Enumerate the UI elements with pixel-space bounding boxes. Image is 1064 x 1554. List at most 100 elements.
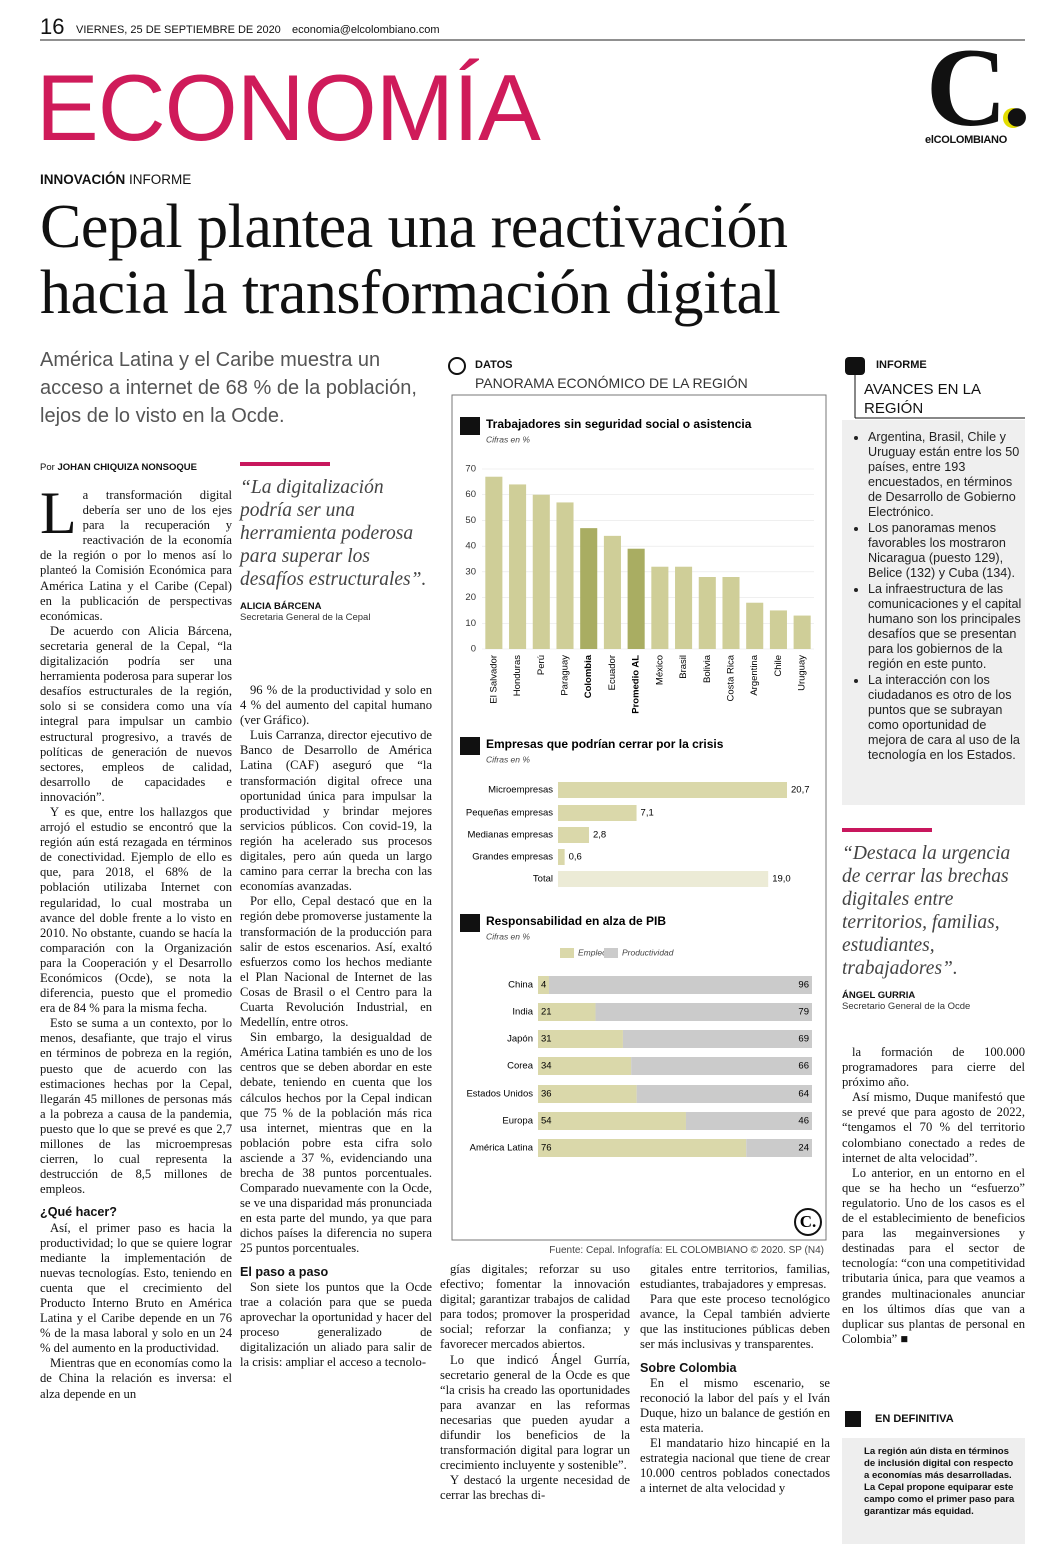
paragraph: Y es que, entre los hallazgos que arrojó…: [40, 804, 232, 1016]
article-column: la formación de 100.000 programadores pa…: [842, 1045, 1025, 1397]
subheading: ¿Qué hacer?: [40, 1205, 117, 1220]
y-tick-label: 60: [465, 489, 476, 500]
bar: [558, 782, 787, 798]
paragraph: gías digitales; reforzar su uso efectivo…: [440, 1262, 630, 1352]
bar: [558, 849, 565, 865]
article-column: 96 % de la productividad y solo en 4 % d…: [240, 683, 432, 1546]
bar: [627, 548, 645, 649]
category-label: Europa: [502, 1116, 533, 1127]
summary-icon: [845, 1411, 861, 1427]
bar-segment: [685, 1112, 812, 1130]
x-tick-label: El Salvador: [488, 655, 499, 704]
bar: [556, 502, 574, 649]
value-label: 76: [541, 1143, 552, 1154]
bar-segment: [636, 1085, 812, 1103]
article-column: La transformación digital debería ser un…: [40, 488, 232, 1546]
byline-prefix: Por: [40, 462, 55, 473]
bar: [603, 535, 621, 649]
category-label: Estados Unidos: [466, 1089, 533, 1100]
sidebar-list: Argentina, Brasil, Chile y Uruguay están…: [852, 430, 1026, 764]
value-label: 79: [798, 1007, 809, 1018]
paragraph: Y destacó la urgente necesidad de cerrar…: [440, 1473, 630, 1503]
logo-dot: [1003, 108, 1023, 128]
x-tick-label: Brasil: [678, 655, 689, 679]
bar: [769, 610, 787, 649]
value-label: 0,6: [569, 852, 582, 863]
paragraph: Mientras que en economías como la de Chi…: [40, 1356, 232, 1401]
sidebar-item: Los panoramas menos favorables los mostr…: [868, 521, 1026, 581]
value-label: 46: [798, 1116, 809, 1127]
headline: Cepal plantea una reactivación hacia la …: [40, 194, 788, 326]
chart-subtitle: Cifras en %: [486, 434, 530, 444]
quote-rule: [842, 828, 932, 832]
legend-label: Productividad: [622, 947, 674, 957]
category-label: Microempresas: [488, 785, 553, 796]
paragraph: Lo anterior, en un entorno en el que se …: [842, 1165, 1025, 1346]
paragraph: Para que este proceso tecnológico avance…: [640, 1292, 830, 1352]
paragraph: El mandatario hizo hincapié en la estrat…: [640, 1436, 830, 1496]
x-tick-label: Chile: [773, 655, 784, 677]
quote-text: “Destaca la urgencia de cerrar las brech…: [842, 843, 1011, 979]
bar-segment: [746, 1139, 812, 1157]
sidebar-item: Argentina, Brasil, Chile y Uruguay están…: [868, 430, 1026, 520]
bar-segment: [538, 1003, 596, 1021]
y-tick-label: 40: [465, 541, 476, 552]
logo-badge-text: C.: [800, 1212, 817, 1231]
chart-subtitle: Cifras en %: [486, 931, 530, 941]
legend-swatch: [604, 948, 618, 958]
section-title: ECONOMÍA: [36, 55, 541, 160]
x-tick-label: Colombia: [583, 654, 594, 698]
bar: [558, 805, 637, 821]
x-tick-label: Ecuador: [607, 655, 618, 690]
x-tick-label: México: [654, 655, 665, 685]
paragraph: En el mismo escenario, se reconoció la l…: [640, 1375, 830, 1435]
category-label: India: [512, 1007, 533, 1018]
value-label: 21: [541, 1007, 552, 1018]
legend-swatch: [560, 948, 574, 958]
y-tick-label: 10: [465, 618, 476, 629]
infographic-title: PANORAMA ECONÓMICO DE LA REGIÓN: [475, 375, 748, 391]
sidebar-item: La infraestructura de las comunicaciones…: [868, 582, 1026, 672]
sidebar-item: La interacción con los ciudadanos es otr…: [868, 673, 1026, 763]
chart-icon: [460, 914, 480, 932]
bar-segment: [595, 1003, 812, 1021]
chart-title: Responsabilidad en alza de PIB: [486, 914, 666, 928]
paragraph: Son siete los puntos que la Ocde trae a …: [240, 1279, 432, 1370]
logo: C.: [926, 26, 1031, 150]
paragraph: gitales entre territorios, familias, est…: [640, 1262, 830, 1292]
x-tick-label: Paraguay: [560, 655, 571, 696]
value-label: 69: [798, 1034, 809, 1045]
bar-segment: [538, 1030, 623, 1048]
bar: [509, 484, 527, 649]
chart-title: Trabajadores sin seguridad social o asis…: [486, 417, 752, 431]
bar: [675, 566, 693, 649]
bar: [485, 476, 503, 649]
summary-label: EN DEFINITIVA: [875, 1413, 954, 1425]
pull-quote: “La digitalización podría ser una herram…: [240, 462, 428, 623]
quote-author: ÁNGEL GURRIA: [842, 990, 916, 1001]
category-label: Corea: [507, 1061, 534, 1072]
quote-author: ALICIA BÁRCENA: [240, 601, 322, 612]
value-label: 66: [798, 1061, 809, 1072]
value-label: 4: [541, 980, 546, 991]
headline-line: hacia la transformación digital: [40, 259, 781, 327]
date: VIERNES, 25 DE SEPTIEMBRE DE 2020: [76, 24, 281, 36]
bar: [698, 577, 716, 649]
chart-title: Empresas que podrían cerrar por la crisi…: [486, 737, 724, 751]
y-tick-label: 70: [465, 464, 476, 475]
subheading: Sobre Colombia: [640, 1360, 737, 1375]
bar: [651, 566, 669, 649]
y-tick-label: 0: [471, 644, 476, 655]
value-label: 2,8: [593, 830, 606, 841]
x-tick-label: Costa Rica: [726, 654, 737, 701]
value-label: 36: [541, 1089, 552, 1100]
paragraph: Así mismo, Duque manifestó que se prevé …: [842, 1090, 1025, 1165]
y-tick-label: 20: [465, 592, 476, 603]
bar: [558, 871, 769, 887]
deck: América Latina y el Caribe muestra un ac…: [40, 349, 417, 427]
logo-badge: [794, 1208, 822, 1236]
summary-background: [842, 1438, 1025, 1544]
bar: [532, 494, 550, 649]
subheading: El paso a paso: [240, 1264, 329, 1279]
